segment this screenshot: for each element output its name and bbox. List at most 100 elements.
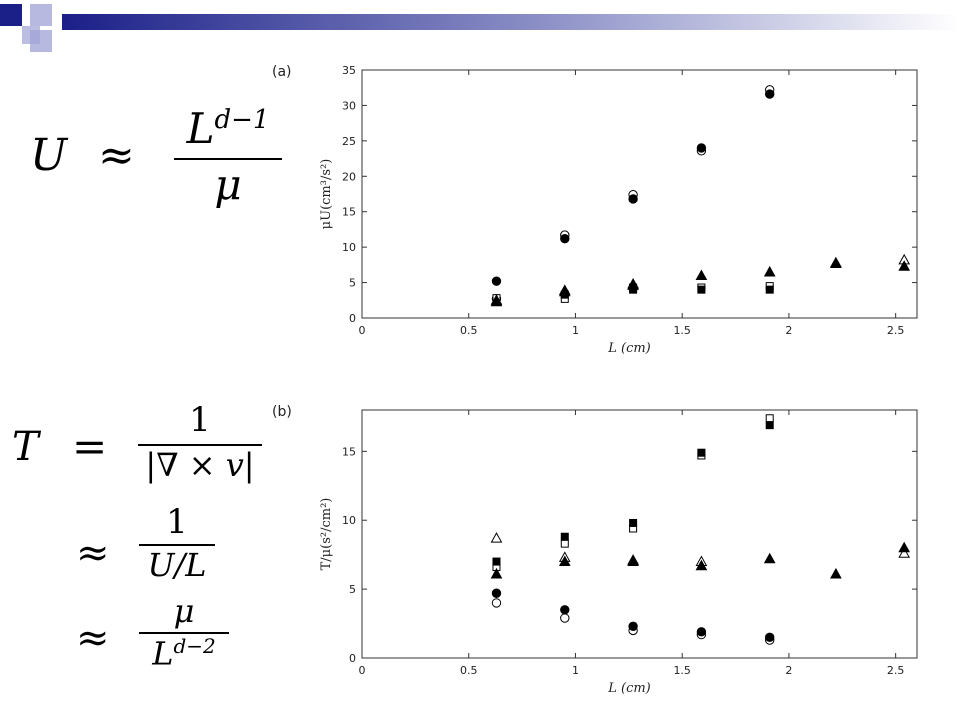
data-point-triangle-filled: [830, 257, 842, 268]
data-point-triangle-filled: [490, 567, 503, 579]
data-point-triangle-filled: [627, 279, 639, 290]
data-point-triangle-open: [898, 547, 911, 558]
data-point-triangle-filled: [695, 559, 708, 571]
formula-t-denominator: |∇ × v|: [145, 446, 255, 484]
panel-label-a: (a): [272, 64, 292, 80]
data-point-triangle-filled: [763, 552, 776, 564]
formula-u-fraction: Ld−1 μ: [172, 104, 284, 209]
data-point-circle-filled: [628, 621, 638, 632]
data-point-circle-open: [491, 598, 502, 608]
formula-t2-fraction: 1 U/L: [138, 502, 216, 584]
formula-t-rel: =: [72, 422, 108, 471]
data-point-circle-filled: [560, 233, 570, 244]
data-point-square-filled: [560, 532, 569, 541]
data-point-square-filled: [697, 448, 706, 457]
data-point-square-open: [765, 414, 774, 423]
data-point-triangle-filled: [627, 555, 639, 567]
formula-u-lhs: U: [30, 130, 68, 181]
header-square-mid: [22, 26, 40, 44]
data-point-triangle-filled: [898, 260, 911, 271]
data-point-triangle-filled: [898, 541, 911, 553]
formula-t2-denominator: U/L: [147, 546, 207, 584]
formula-u-rel: ≈: [98, 130, 135, 181]
y-tick-label: 5: [349, 583, 356, 596]
y-tick-label: 10: [342, 514, 356, 527]
x-tick-label: 0.5: [460, 664, 478, 677]
y-axis-label: T/μ(s²/cm²): [319, 498, 334, 571]
y-tick-label: 10: [342, 241, 356, 254]
chart-b: 0 0.5 1 1.5 2 2.5 0 5 10 15 L (cm) T/μ(s²/cm²): [319, 409, 918, 696]
x-tick-label: 1.5: [673, 324, 691, 337]
data-point-triangle-filled: [490, 295, 503, 307]
formula-t2-numerator: 1: [166, 502, 188, 542]
header-square-dark: [0, 4, 22, 26]
data-point-square-filled: [697, 285, 706, 294]
x-axis-label: L (cm): [607, 341, 651, 356]
x-tick-label: 0.5: [460, 324, 478, 337]
data-point-triangle-filled: [763, 265, 776, 277]
formula-t3-denominator: L: [152, 634, 174, 673]
formula-t2-rel: ≈: [76, 530, 110, 576]
data-point-circle-filled: [696, 143, 707, 153]
y-tick-label: 5: [349, 277, 356, 290]
formula-u-numerator: L: [186, 104, 215, 153]
data-point-triangle-filled: [830, 567, 842, 579]
x-tick-label: 0: [359, 664, 366, 677]
y-tick-label: 0: [349, 652, 356, 665]
y-tick-label: 35: [342, 64, 356, 77]
x-axis-label: L (cm): [607, 681, 651, 696]
data-point-circle-open: [560, 613, 570, 623]
data-point-circle-filled: [765, 632, 775, 643]
chart-a: 0 0.5 1 1.5 2 2.5 0 5 10 15 20 25 30 35 L (cm) μU(cm³/s…: [319, 64, 918, 356]
plot-frame: [361, 69, 918, 319]
data-point-triangle-filled: [558, 285, 571, 297]
x-tick-label: 0: [359, 324, 366, 337]
header-gradient-bar: [62, 14, 960, 30]
y-tick-label: 30: [342, 99, 356, 112]
formula-t3-rel: ≈: [76, 615, 110, 661]
data-point-circle-filled: [491, 588, 502, 598]
y-tick-label: 20: [342, 170, 356, 183]
y-tick-label: 15: [342, 445, 356, 458]
x-tick-label: 2: [785, 324, 792, 337]
x-tick-label: 1: [572, 664, 579, 677]
y-tick-label: 25: [342, 135, 356, 148]
formula-t3-denominator-exponent: d−2: [173, 634, 216, 658]
formula-t3-bar: [139, 632, 229, 634]
plot-frame: [361, 409, 918, 659]
formula-t3-numerator: μ: [173, 592, 195, 630]
data-point-square-filled: [492, 557, 501, 566]
data-point-square-filled: [765, 421, 774, 430]
data-point-square-open: [560, 539, 569, 548]
data-point-triangle-filled: [558, 555, 571, 567]
y-tick-label: 0: [349, 312, 356, 325]
x-tick-label: 2: [785, 664, 792, 677]
formula-u-denominator: μ: [214, 160, 242, 209]
x-tick-label: 2.5: [887, 324, 905, 337]
data-point-circle-filled: [628, 194, 638, 204]
x-tick-label: 1.5: [673, 664, 691, 677]
header-decoration: [0, 4, 960, 52]
data-point-triangle-filled: [695, 269, 708, 280]
formula-t-numerator: 1: [189, 400, 211, 440]
data-point-circle-filled: [560, 605, 570, 615]
formula-t3-fraction: μ Ld−2: [138, 592, 230, 673]
x-tick-label: 2.5: [887, 664, 905, 677]
formula-t-fraction: 1 |∇ × v|: [138, 400, 262, 484]
data-point-square-filled: [629, 518, 638, 527]
y-axis-label: μU(cm³/s²): [319, 159, 334, 230]
data-point-circle-filled: [696, 627, 707, 637]
formula-t2-bar: [139, 544, 215, 546]
header-square-light: [30, 4, 52, 26]
data-point-circle-filled: [765, 89, 775, 99]
formula-t-lhs: T: [12, 424, 39, 470]
formula-u-bar: [174, 158, 282, 160]
x-tick-label: 1: [572, 324, 579, 337]
data-point-triangle-open: [490, 532, 503, 543]
formula-t-bar: [138, 444, 262, 446]
data-point-circle-filled: [491, 276, 502, 286]
panel-label-b: (b): [272, 404, 292, 420]
y-tick-label: 15: [342, 206, 356, 219]
data-point-square-filled: [765, 285, 774, 294]
